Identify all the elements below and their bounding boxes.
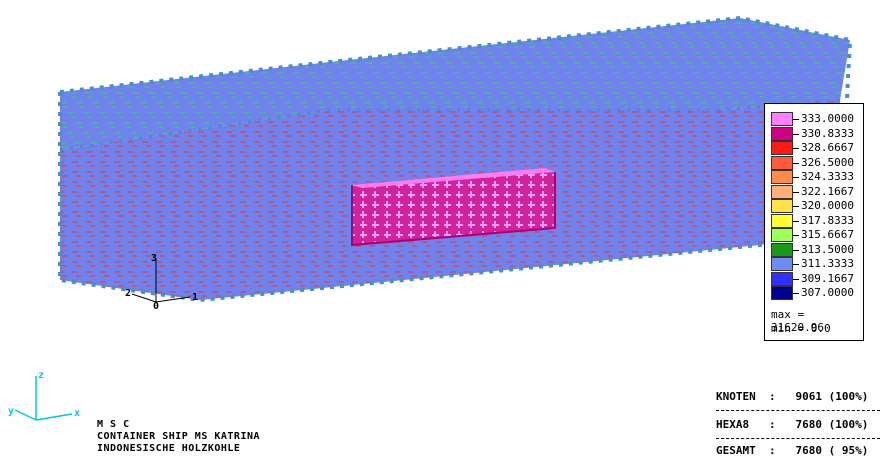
legend-tick [793,220,799,222]
global-label-y: y [8,406,14,417]
legend-swatch [771,271,793,286]
legend-tick [793,119,799,120]
legend-tick [793,235,799,236]
legend-swatch [771,170,793,184]
triad-label-1: 1 [192,292,198,303]
triad-label-origin: 0 [153,301,159,312]
legend-entry: 313.5000 [771,242,861,257]
legend-entry: 307.0000 [771,286,861,300]
stat-divider-1 [716,410,880,411]
legend-entry: 324.3333 [771,170,861,184]
cargo-block [351,168,556,247]
legend-min: min = 0.0 [771,322,831,335]
legend-entry: 333.0000 [771,112,861,126]
legend-tick [793,191,799,193]
triad-label-3: 3 [151,253,157,264]
global-label-z: z [38,370,44,381]
legend-value: 330.8333 [801,126,854,140]
legend-tick [793,249,799,251]
global-label-x: x [74,408,80,419]
legend-value: 311.3333 [801,257,854,270]
legend-swatch [771,286,793,300]
legend-value: 326.5000 [801,155,854,169]
legend-swatch [771,141,793,155]
legend-swatch [771,242,793,257]
model-axis-triad: 3 1 2 0 [125,253,198,312]
legend-entry: 309.1667 [771,271,861,286]
legend-value: 324.3333 [801,170,854,183]
legend-tick [793,278,799,280]
caption-line-3: INDONESISCHE HOLZKOHLE [97,443,241,454]
legend-swatch [771,184,793,199]
legend-tick [793,293,799,294]
legend-entry: 328.6667 [771,141,861,155]
legend-tick [793,177,799,178]
legend-tick [793,133,799,135]
legend-value: 315.6667 [801,228,854,241]
legend-entry: 322.1667 [771,184,861,199]
legend-entry: 311.3333 [771,257,861,271]
legend-value: 307.0000 [801,286,854,299]
legend-max: max = 31620.96 [771,308,824,334]
legend-swatch [771,126,793,141]
legend-value: 313.5000 [801,242,854,256]
triad-label-2: 2 [125,288,131,299]
legend-value: 333.0000 [801,112,854,125]
legend-value: 328.6667 [801,141,854,154]
legend-entry: 320.0000 [771,199,861,213]
caption-line-2: CONTAINER SHIP MS KATRINA [97,431,261,442]
legend-swatch [771,112,793,126]
legend-entry: 317.8333 [771,213,861,228]
legend-value: 309.1667 [801,271,854,285]
legend-value: 320.0000 [801,199,854,212]
legend-swatch [771,257,793,271]
legend-value: 317.8333 [801,213,854,227]
legend-swatch [771,199,793,213]
legend-tick [793,148,799,149]
legend-swatch [771,155,793,170]
color-legend: 333.0000 330.8333 328.6667 326.5000 324.3333… [764,103,864,341]
legend-entry: 330.8333 [771,126,861,141]
stat-knoten: KNOTEN : 9061 (100%) [716,390,869,403]
global-axis-triad: z x y [8,370,80,421]
stat-divider-2 [716,438,880,439]
legend-value: 322.1667 [801,184,854,198]
stat-gesamt: GESAMT : 7680 ( 95%) [716,444,869,457]
legend-tick [793,206,799,207]
legend-swatch [771,228,793,242]
legend-swatch [771,213,793,228]
stat-hexa8: HEXA8 : 7680 (100%) [716,418,869,431]
legend-entry: 315.6667 [771,228,861,242]
caption-line-1: M S C [97,419,130,430]
ship-hull-mesh [58,15,852,303]
legend-tick [793,162,799,164]
legend-entry: 326.5000 [771,155,861,170]
legend-tick [793,264,799,265]
hull-outline [58,39,852,303]
